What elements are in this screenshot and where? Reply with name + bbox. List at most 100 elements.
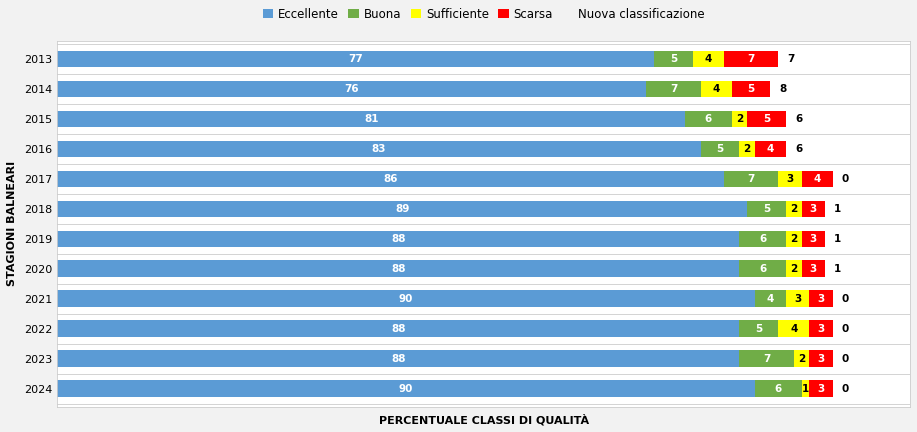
Text: 6: 6	[759, 234, 767, 244]
Text: 86: 86	[383, 174, 398, 184]
Text: 3: 3	[794, 294, 801, 304]
Text: 6: 6	[775, 384, 782, 394]
Bar	[57, 51, 654, 67]
Bar	[739, 140, 755, 157]
Bar	[57, 381, 755, 397]
Text: 4: 4	[767, 294, 774, 304]
Bar	[801, 381, 810, 397]
Text: 1: 1	[801, 384, 809, 394]
Bar	[732, 111, 747, 127]
Text: 89: 89	[395, 204, 409, 214]
Bar	[57, 200, 747, 217]
Text: 4: 4	[767, 144, 774, 154]
Bar	[57, 260, 739, 277]
Bar	[724, 171, 779, 187]
Text: 7: 7	[747, 174, 755, 184]
Bar	[779, 171, 801, 187]
Bar	[801, 171, 833, 187]
Text: 90: 90	[399, 294, 414, 304]
Text: 77: 77	[348, 54, 363, 64]
Bar	[801, 260, 824, 277]
Text: 4: 4	[713, 84, 720, 94]
Y-axis label: STAGIONI BALNEARI: STAGIONI BALNEARI	[7, 161, 17, 286]
Bar	[57, 140, 701, 157]
Bar	[57, 111, 685, 127]
Text: 6: 6	[795, 144, 802, 154]
Text: 2: 2	[790, 264, 798, 274]
Text: 3: 3	[810, 234, 817, 244]
Text: 88: 88	[391, 324, 405, 334]
Text: 88: 88	[391, 264, 405, 274]
Text: 8: 8	[779, 84, 787, 94]
Bar	[739, 321, 779, 337]
Bar	[747, 200, 786, 217]
Bar	[701, 140, 739, 157]
Text: 1: 1	[834, 204, 841, 214]
Text: 3: 3	[786, 174, 793, 184]
Bar	[654, 51, 693, 67]
Text: 7: 7	[763, 354, 770, 364]
Text: 1: 1	[834, 264, 841, 274]
Text: 0: 0	[842, 384, 849, 394]
Text: 3: 3	[817, 294, 824, 304]
Bar	[693, 51, 724, 67]
Text: 2: 2	[744, 144, 751, 154]
Text: 5: 5	[747, 84, 755, 94]
Bar	[724, 51, 779, 67]
Text: 83: 83	[371, 144, 386, 154]
Text: 3: 3	[810, 204, 817, 214]
Bar	[786, 290, 810, 307]
Text: 5: 5	[670, 54, 677, 64]
Bar	[739, 350, 794, 367]
Text: 6: 6	[705, 114, 713, 124]
Text: 5: 5	[763, 114, 770, 124]
Text: 5: 5	[716, 144, 724, 154]
Text: 3: 3	[817, 324, 824, 334]
Bar	[57, 171, 724, 187]
Bar	[801, 231, 824, 247]
Text: 5: 5	[763, 204, 770, 214]
Bar	[739, 260, 786, 277]
Text: 6: 6	[759, 264, 767, 274]
Text: 0: 0	[842, 324, 849, 334]
Bar	[810, 350, 833, 367]
X-axis label: PERCENTUALE CLASSI DI QUALITÀ: PERCENTUALE CLASSI DI QUALITÀ	[379, 413, 589, 425]
Bar	[786, 200, 801, 217]
Legend: Eccellente, Buona, Sufficiente, Scarsa, Nuova classificazione: Eccellente, Buona, Sufficiente, Scarsa, …	[258, 3, 709, 25]
Bar	[57, 290, 755, 307]
Text: 2: 2	[735, 114, 743, 124]
Text: 81: 81	[364, 114, 379, 124]
Bar	[794, 350, 810, 367]
Bar	[57, 81, 646, 97]
Text: 76: 76	[345, 84, 359, 94]
Bar	[747, 111, 786, 127]
Text: 2: 2	[798, 354, 805, 364]
Text: 0: 0	[842, 354, 849, 364]
Bar	[57, 350, 739, 367]
Bar	[57, 231, 739, 247]
Bar	[701, 81, 732, 97]
Text: 88: 88	[391, 234, 405, 244]
Bar	[732, 81, 770, 97]
Bar	[786, 231, 801, 247]
Bar	[755, 381, 801, 397]
Text: 3: 3	[817, 354, 824, 364]
Text: 2: 2	[790, 234, 798, 244]
Text: 7: 7	[788, 54, 795, 64]
Bar	[786, 260, 801, 277]
Text: 88: 88	[391, 354, 405, 364]
Text: 5: 5	[756, 324, 762, 334]
Bar	[810, 321, 833, 337]
Bar	[755, 140, 786, 157]
Text: 4: 4	[813, 174, 821, 184]
Bar	[779, 321, 810, 337]
Text: 4: 4	[705, 54, 713, 64]
Bar	[739, 231, 786, 247]
Text: 7: 7	[747, 54, 755, 64]
Bar	[801, 200, 824, 217]
Text: 1: 1	[834, 234, 841, 244]
Text: 4: 4	[790, 324, 798, 334]
Text: 3: 3	[817, 384, 824, 394]
Text: 90: 90	[399, 384, 414, 394]
Text: 7: 7	[670, 84, 678, 94]
